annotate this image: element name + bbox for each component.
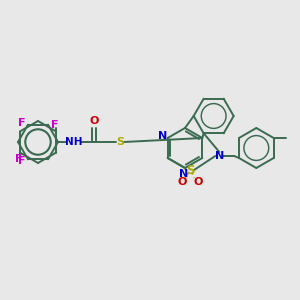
Text: O: O bbox=[193, 177, 203, 187]
Text: S: S bbox=[186, 164, 194, 176]
Text: F: F bbox=[51, 119, 59, 130]
Text: N: N bbox=[158, 131, 167, 141]
Text: S: S bbox=[116, 137, 124, 147]
Text: F: F bbox=[18, 118, 26, 128]
Text: F: F bbox=[15, 154, 22, 164]
Text: N: N bbox=[215, 151, 224, 161]
Text: O: O bbox=[177, 177, 187, 187]
Text: F: F bbox=[18, 156, 26, 166]
Text: NH: NH bbox=[65, 137, 83, 147]
Text: O: O bbox=[89, 116, 99, 126]
Text: N: N bbox=[179, 169, 189, 179]
